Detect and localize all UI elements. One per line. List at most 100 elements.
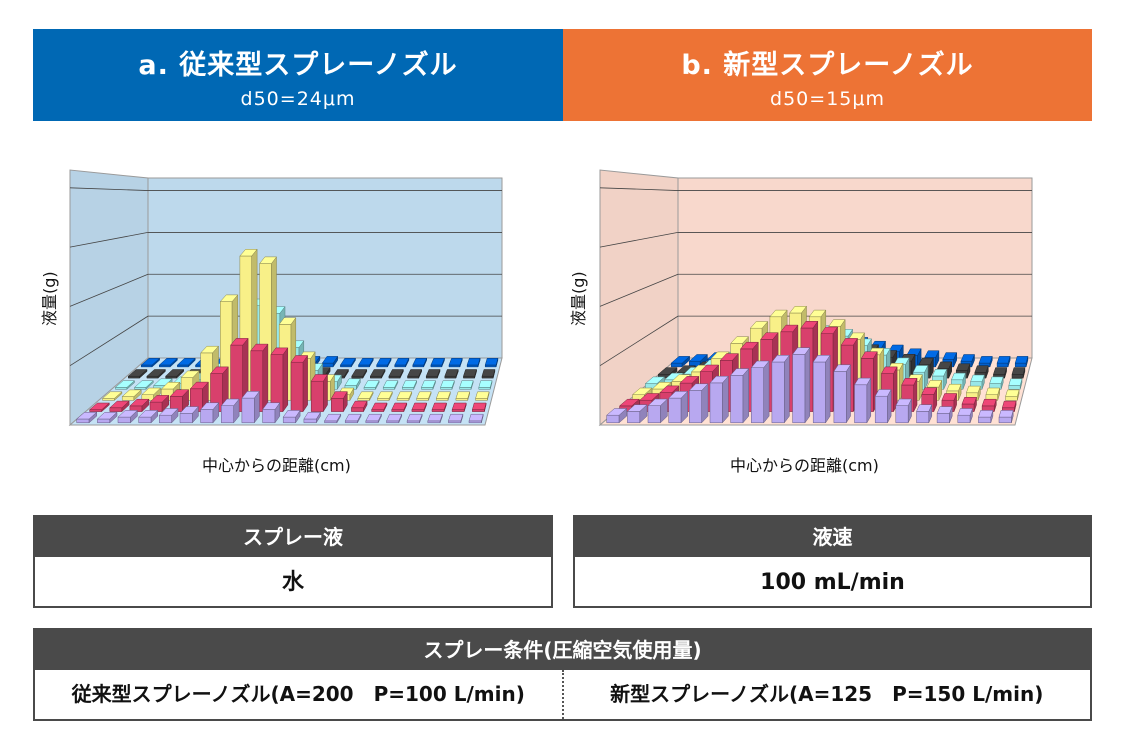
new-bar (1008, 378, 1023, 390)
conventional-bar-front (455, 398, 468, 401)
new-bar-top (993, 367, 1007, 375)
new-bar-top (957, 408, 973, 416)
new-bar-top (951, 372, 966, 381)
conventional-bar-front (117, 416, 131, 424)
new-bar (771, 354, 790, 424)
conventional-bar (459, 380, 474, 390)
conventional-bar-top (421, 380, 436, 388)
conventional-bar-top (350, 400, 368, 409)
conventional-bar-top (200, 402, 220, 410)
conventional-bar (179, 405, 199, 424)
new-bar-top (936, 406, 953, 414)
conventional-bar (350, 400, 368, 412)
conventional-bar-front (388, 375, 401, 379)
new-bar-front (689, 390, 702, 424)
conventional-bar (481, 369, 496, 379)
conventional-bar-front (382, 387, 395, 390)
conventional-bar-top (239, 249, 258, 257)
new-bar-top (1014, 356, 1029, 364)
new-bar-front (978, 416, 992, 424)
conventional-bar-front (102, 398, 115, 401)
conventional-bar (109, 400, 130, 413)
conventional-bar-top (324, 413, 342, 422)
new-bar-top (961, 397, 977, 405)
conventional-bar-front (340, 364, 352, 368)
new-bar-top (918, 357, 934, 366)
conventional-bar-front (472, 409, 485, 412)
conventional-bar (310, 373, 328, 413)
header-new-title: b. 新型スプレーノズル (681, 50, 974, 81)
new-bar (606, 407, 628, 424)
conventional-bar-front (407, 375, 419, 379)
new-bar-top (946, 383, 962, 392)
conventional-bar-top (386, 413, 403, 422)
conventional-bar-top (382, 380, 399, 388)
new-bar-top (750, 360, 770, 368)
conventional-bar-top (371, 402, 388, 410)
new-bar-front (1005, 396, 1018, 401)
new-bar-top (780, 324, 799, 333)
conventional-bar-top (357, 391, 374, 399)
conventional-bar-top (270, 347, 289, 355)
new-bar-side (784, 354, 790, 424)
new-bar (989, 376, 1004, 390)
conventional-bar-top (369, 369, 386, 377)
conventional-bar-side (282, 347, 289, 413)
new-bar-front (751, 367, 764, 424)
new-bar-front (874, 395, 888, 424)
new-bar-top (1005, 389, 1020, 397)
new-bar (670, 355, 691, 368)
new-bar-top (739, 341, 759, 350)
new-bar (1011, 367, 1026, 379)
conventional-bar-top (396, 391, 413, 399)
conventional-bar (455, 391, 471, 401)
conventional-bar-front (221, 405, 234, 424)
conventional-bar-front (365, 420, 379, 424)
conventional-bar-top (219, 294, 239, 302)
conventional-bar-top (96, 412, 118, 420)
spray-liquid-value: 水 (281, 570, 304, 595)
new-bar-top (651, 382, 672, 390)
conventional-bar-front (97, 418, 111, 424)
conventional-bar-top (200, 345, 220, 354)
new-bar (978, 410, 994, 424)
new-bar (993, 367, 1007, 379)
new-bar (1001, 400, 1017, 412)
new-bar-front (1011, 374, 1024, 379)
conventional-bar (382, 380, 399, 390)
conventional-bar-top (391, 402, 408, 410)
new-bar-top (924, 350, 940, 358)
new-bar-side (825, 354, 831, 424)
new-bar-top (955, 363, 971, 371)
new-bar (709, 375, 729, 424)
new-bar-top (812, 355, 831, 363)
new-bar-top (996, 356, 1011, 364)
conventional-bar (101, 391, 123, 401)
conventional-bar-front (262, 409, 276, 424)
conventional-bar-front (386, 420, 400, 424)
conventional-bar (396, 391, 413, 401)
conventional-bar (484, 358, 499, 368)
conventional-bar (121, 389, 142, 401)
new-bar-front (709, 382, 723, 424)
conventional-bar-top (250, 343, 269, 352)
conventional-bar-front (376, 364, 388, 368)
new-bar-top (719, 353, 739, 361)
new-bar-top (800, 321, 819, 329)
conventional-bar-top (180, 370, 200, 378)
conventional-bar-top (133, 380, 154, 388)
conventional-bar-top (344, 413, 362, 422)
conventional-bar (324, 413, 342, 424)
conventional-bar-front (115, 387, 128, 390)
conventional-bar-top (220, 398, 240, 406)
new-bar-front (771, 361, 785, 424)
conventional-bar-front (344, 420, 358, 424)
new-bar-top (937, 361, 953, 369)
conventional-bar (394, 358, 410, 368)
new-bar-front (998, 416, 1012, 424)
conventional-bar-top (351, 369, 368, 377)
spray-conditions-label: スプレー条件(圧縮空気使用量) (35, 630, 1090, 670)
conventional-bar-top (459, 380, 474, 388)
new-gridline (599, 315, 679, 367)
conventional-back-wall (147, 177, 503, 359)
